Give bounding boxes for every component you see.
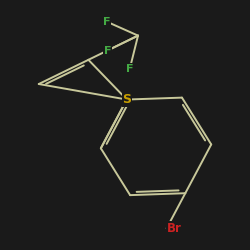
Text: F: F	[103, 17, 110, 27]
Text: Br: Br	[167, 222, 182, 235]
Text: F: F	[126, 64, 134, 74]
Text: S: S	[122, 93, 131, 106]
Text: F: F	[104, 46, 111, 56]
